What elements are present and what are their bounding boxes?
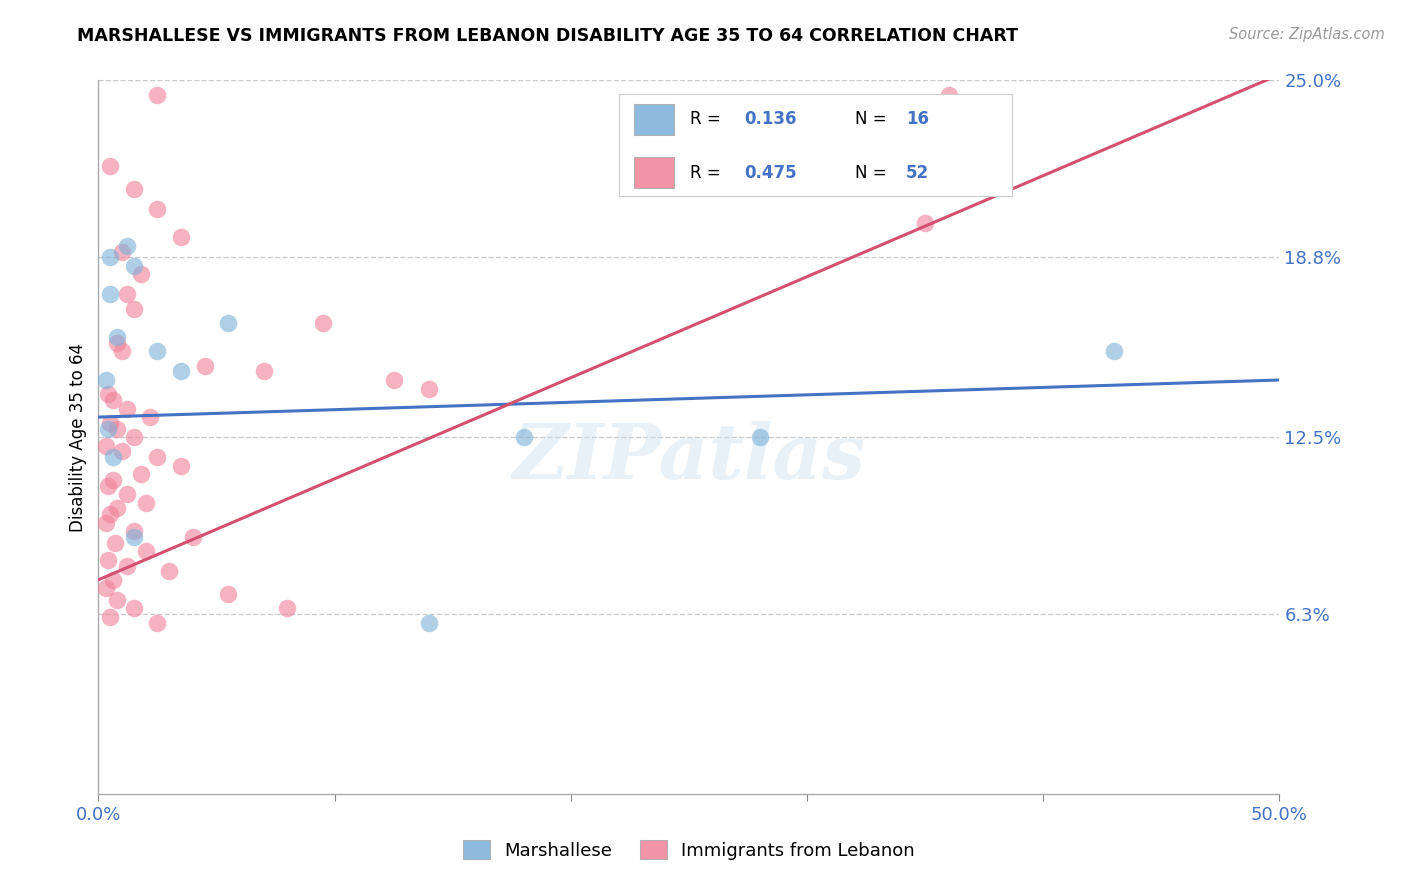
Point xyxy=(122,259,145,273)
Point xyxy=(217,587,239,601)
Point xyxy=(111,244,134,259)
Point xyxy=(105,501,128,516)
Point xyxy=(98,159,121,173)
Point xyxy=(98,416,121,430)
Point xyxy=(122,530,145,544)
Point xyxy=(146,344,169,359)
Text: R =: R = xyxy=(689,163,725,182)
Point xyxy=(115,287,138,301)
Point xyxy=(101,473,124,487)
Point xyxy=(101,392,124,407)
FancyBboxPatch shape xyxy=(634,157,673,188)
Point xyxy=(105,335,128,350)
Text: N =: N = xyxy=(855,163,891,182)
Point xyxy=(98,287,121,301)
Point xyxy=(111,344,134,359)
Point xyxy=(97,387,120,401)
Point xyxy=(253,364,276,378)
Point xyxy=(382,373,405,387)
Point xyxy=(115,401,138,416)
Point xyxy=(129,268,152,282)
Point xyxy=(104,535,127,549)
Text: 0.136: 0.136 xyxy=(745,111,797,128)
Point xyxy=(139,410,162,425)
Point xyxy=(111,444,134,458)
Point xyxy=(276,601,298,615)
Text: 0.475: 0.475 xyxy=(745,163,797,182)
Point xyxy=(101,450,124,464)
Point xyxy=(146,202,169,216)
Point xyxy=(146,615,169,630)
Point xyxy=(101,573,124,587)
Point xyxy=(217,316,239,330)
Point xyxy=(98,250,121,264)
Text: N =: N = xyxy=(855,111,891,128)
Point xyxy=(1102,344,1125,359)
Point xyxy=(97,478,120,492)
Text: ZIPatlas: ZIPatlas xyxy=(512,422,866,495)
Point xyxy=(122,182,145,196)
Text: R =: R = xyxy=(689,111,725,128)
Point xyxy=(146,87,169,102)
FancyBboxPatch shape xyxy=(634,104,673,135)
Point xyxy=(105,330,128,344)
Point xyxy=(98,610,121,624)
Point xyxy=(194,359,217,373)
Text: MARSHALLESE VS IMMIGRANTS FROM LEBANON DISABILITY AGE 35 TO 64 CORRELATION CHART: MARSHALLESE VS IMMIGRANTS FROM LEBANON D… xyxy=(77,27,1018,45)
Point xyxy=(170,364,193,378)
Point xyxy=(105,592,128,607)
Point xyxy=(97,421,120,435)
Point xyxy=(157,564,180,578)
Point xyxy=(122,301,145,316)
Text: 16: 16 xyxy=(905,111,929,128)
Legend: Marshallese, Immigrants from Lebanon: Marshallese, Immigrants from Lebanon xyxy=(456,833,922,867)
Point xyxy=(129,467,152,482)
Point xyxy=(170,230,193,244)
Point xyxy=(94,516,117,530)
Point xyxy=(98,507,121,521)
Point xyxy=(94,439,117,453)
Point xyxy=(115,558,138,573)
Point xyxy=(105,421,128,435)
Point xyxy=(938,87,960,102)
Point xyxy=(748,430,770,444)
Text: Source: ZipAtlas.com: Source: ZipAtlas.com xyxy=(1229,27,1385,42)
Point xyxy=(181,530,204,544)
Point xyxy=(418,615,440,630)
Point xyxy=(146,450,169,464)
Point xyxy=(312,316,335,330)
Point xyxy=(418,382,440,396)
Point xyxy=(94,582,117,596)
Point xyxy=(97,553,120,567)
Point xyxy=(122,430,145,444)
Y-axis label: Disability Age 35 to 64: Disability Age 35 to 64 xyxy=(69,343,87,532)
Point xyxy=(94,373,117,387)
Point xyxy=(135,544,157,558)
Point xyxy=(115,239,138,253)
Point xyxy=(914,216,936,230)
Point xyxy=(115,487,138,501)
Point xyxy=(170,458,193,473)
Point xyxy=(122,601,145,615)
Text: 52: 52 xyxy=(905,163,929,182)
Point xyxy=(512,430,534,444)
Point xyxy=(122,524,145,539)
Point xyxy=(135,496,157,510)
